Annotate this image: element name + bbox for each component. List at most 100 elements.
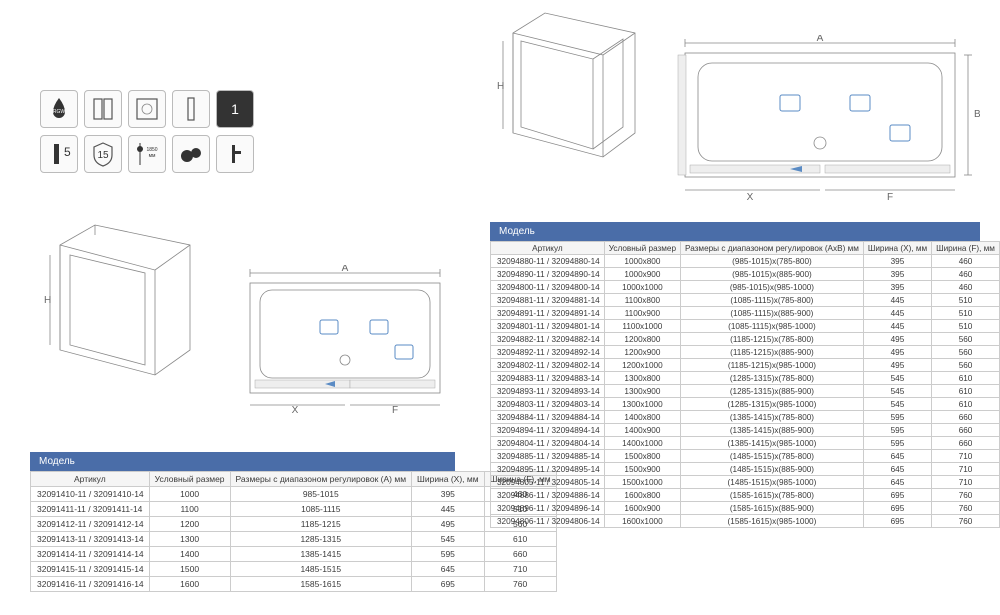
table-row: 32094804-11 / 32094804-141400x1000(1385-… [491, 437, 1000, 450]
col-header: Условный размер [604, 242, 680, 255]
table-cell: 510 [932, 307, 1000, 320]
left-table-container: Модель АртикулУсловный размерРазмеры с д… [30, 452, 455, 592]
table-cell: 1500x1000 [604, 476, 680, 489]
table-cell: 32091410-11 / 32091410-14 [31, 487, 150, 502]
table-cell: (985-1015)x(885-900) [681, 268, 864, 281]
table-cell: 32094892-11 / 32094892-14 [491, 346, 605, 359]
table-cell: 660 [932, 437, 1000, 450]
col-header: Ширина (X), мм [863, 242, 931, 255]
col-header: Ширина (F), мм [932, 242, 1000, 255]
table-cell: (1385-1415)x(785-800) [681, 411, 864, 424]
table-row: 32094891-11 / 32094891-141100x900(1085-1… [491, 307, 1000, 320]
svg-text:F: F [887, 192, 893, 203]
table-cell: 1200x900 [604, 346, 680, 359]
right-table-header: Модель [490, 222, 980, 241]
right-table-container: Модель АртикулУсловный размерРазмеры с д… [490, 222, 980, 528]
table-cell: 1285-1315 [230, 532, 412, 547]
table-cell: 495 [412, 517, 485, 532]
table-row: 32094806-11 / 32094806-141600x1000(1585-… [491, 515, 1000, 528]
table-cell: 660 [932, 411, 1000, 424]
table-cell: 560 [932, 359, 1000, 372]
svg-text:B: B [974, 109, 980, 120]
table-row: 32094801-11 / 32094801-141100x1000(1085-… [491, 320, 1000, 333]
table-cell: 32094881-11 / 32094881-14 [491, 294, 605, 307]
diagram-3d-large: H [495, 5, 650, 175]
table-cell: 445 [863, 320, 931, 333]
svg-text:5: 5 [64, 145, 71, 159]
table-cell: 32094883-11 / 32094883-14 [491, 372, 605, 385]
icon-wheels [172, 135, 210, 173]
table-cell: 645 [863, 463, 931, 476]
table-row: 32094896-11 / 32094896-141600x900(1585-1… [491, 502, 1000, 515]
table-cell: 760 [932, 515, 1000, 528]
table-cell: 545 [863, 385, 931, 398]
table-cell: 1400x1000 [604, 437, 680, 450]
table-row: 32094894-11 / 32094894-141400x900(1385-1… [491, 424, 1000, 437]
table-row: 32094884-11 / 32094884-141400x800(1385-1… [491, 411, 1000, 424]
table-row: 32091410-11 / 32091410-141000985-1015395… [31, 487, 557, 502]
table-cell: 710 [484, 562, 556, 577]
table-cell: (1085-1115)x(885-900) [681, 307, 864, 320]
table-cell: 32094806-11 / 32094806-14 [491, 515, 605, 528]
table-cell: 1100x800 [604, 294, 680, 307]
table-cell: 610 [932, 372, 1000, 385]
table-cell: 32091414-11 / 32091414-14 [31, 547, 150, 562]
table-cell: 760 [932, 502, 1000, 515]
table-cell: 32094801-11 / 32094801-14 [491, 320, 605, 333]
table-row: 32091416-11 / 32091416-1416001585-161569… [31, 577, 557, 592]
icon-profile [172, 90, 210, 128]
icon-thickness: 5 [40, 135, 78, 173]
table-cell: 395 [412, 487, 485, 502]
table-row: 32094800-11 / 32094800-141000x1000(985-1… [491, 281, 1000, 294]
icon-rgw: RGW [40, 90, 78, 128]
table-cell: 560 [932, 333, 1000, 346]
table-cell: 710 [932, 463, 1000, 476]
table-cell: 32094890-11 / 32094890-14 [491, 268, 605, 281]
table-row: 32094890-11 / 32094890-141000x900(985-10… [491, 268, 1000, 281]
svg-text:X: X [292, 405, 299, 415]
table-cell: 1500x800 [604, 450, 680, 463]
table-cell: 1200x1000 [604, 359, 680, 372]
icon-row-2: 5 15 1850мм [40, 135, 254, 173]
table-cell: 460 [932, 268, 1000, 281]
icon-warranty: 15 [84, 135, 122, 173]
table-row: 32094893-11 / 32094893-141300x900(1285-1… [491, 385, 1000, 398]
svg-text:RGW: RGW [53, 109, 66, 115]
table-cell: 32094886-11 / 32094886-14 [491, 489, 605, 502]
table-cell: 1300x900 [604, 385, 680, 398]
table-cell: (1385-1415)x(885-900) [681, 424, 864, 437]
svg-text:H: H [497, 81, 504, 92]
table-cell: (1285-1315)x(785-800) [681, 372, 864, 385]
table-cell: 545 [863, 398, 931, 411]
icon-glass [128, 90, 166, 128]
col-header: Размеры с диапазоном регулировок (АхB) м… [681, 242, 864, 255]
table-cell: 510 [932, 294, 1000, 307]
diagram-top-small: A X F [230, 265, 460, 415]
table-cell: 32094805-11 / 32094805-14 [491, 476, 605, 489]
table-cell: 1000x900 [604, 268, 680, 281]
table-cell: 495 [863, 359, 931, 372]
table-cell: 695 [863, 515, 931, 528]
table-cell: 1000 [149, 487, 230, 502]
table-cell: 32091415-11 / 32091415-14 [31, 562, 150, 577]
table-cell: (985-1015)x(985-1000) [681, 281, 864, 294]
table-cell: 1200x800 [604, 333, 680, 346]
table-cell: 560 [932, 346, 1000, 359]
table-cell: 1500 [149, 562, 230, 577]
table-cell: 1000x1000 [604, 281, 680, 294]
table-cell: 1300x1000 [604, 398, 680, 411]
table-cell: 32091416-11 / 32091416-14 [31, 577, 150, 592]
table-cell: (1585-1615)x(985-1000) [681, 515, 864, 528]
table-cell: 32094800-11 / 32094800-14 [491, 281, 605, 294]
svg-text:X: X [747, 192, 754, 203]
table-cell: 1600 [149, 577, 230, 592]
table-cell: (1585-1615)x(785-800) [681, 489, 864, 502]
col-header: Ширина (X), мм [412, 472, 485, 487]
table-cell: 760 [484, 577, 556, 592]
table-cell: 32094894-11 / 32094894-14 [491, 424, 605, 437]
table-cell: (1585-1615)x(885-900) [681, 502, 864, 515]
svg-text:H: H [44, 295, 51, 306]
table-cell: 1600x1000 [604, 515, 680, 528]
table-cell: 1200 [149, 517, 230, 532]
table-cell: (1485-1515)x(985-1000) [681, 476, 864, 489]
